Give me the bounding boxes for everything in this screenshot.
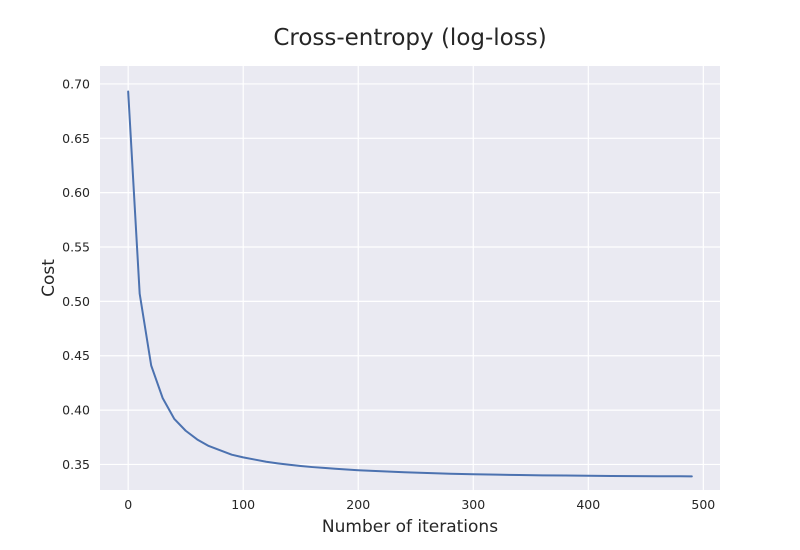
grid-lines: [100, 66, 720, 490]
cost-series-line: [127, 90, 693, 478]
x-tick-label: 400: [576, 497, 600, 512]
y-axis-label: Cost: [39, 259, 59, 297]
chart-title: Cross-entropy (log-loss): [273, 25, 546, 51]
x-axis-label: Number of iterations: [322, 517, 498, 537]
tick-labels: 0 100 200 300 400 500 0.35 0.40 0.45 0.50 0.55 0.60…: [62, 76, 715, 512]
x-tick-label: 500: [691, 497, 715, 512]
plot-area: [100, 66, 720, 490]
y-tick-label: 0.65: [62, 131, 90, 146]
series-layer: [127, 90, 693, 478]
x-tick-label: 200: [346, 497, 370, 512]
y-tick-label: 0.40: [62, 403, 90, 418]
x-tick-label: 100: [231, 497, 255, 512]
x-tick-label: 300: [461, 497, 485, 512]
y-tick-label: 0.35: [62, 457, 90, 472]
y-tick-label: 0.55: [62, 240, 90, 255]
x-tick-label: 0: [124, 497, 132, 512]
y-tick-label: 0.60: [62, 185, 90, 200]
y-tick-label: 0.45: [62, 348, 90, 363]
y-tick-label: 0.50: [62, 294, 90, 309]
y-tick-label: 0.70: [62, 76, 90, 91]
